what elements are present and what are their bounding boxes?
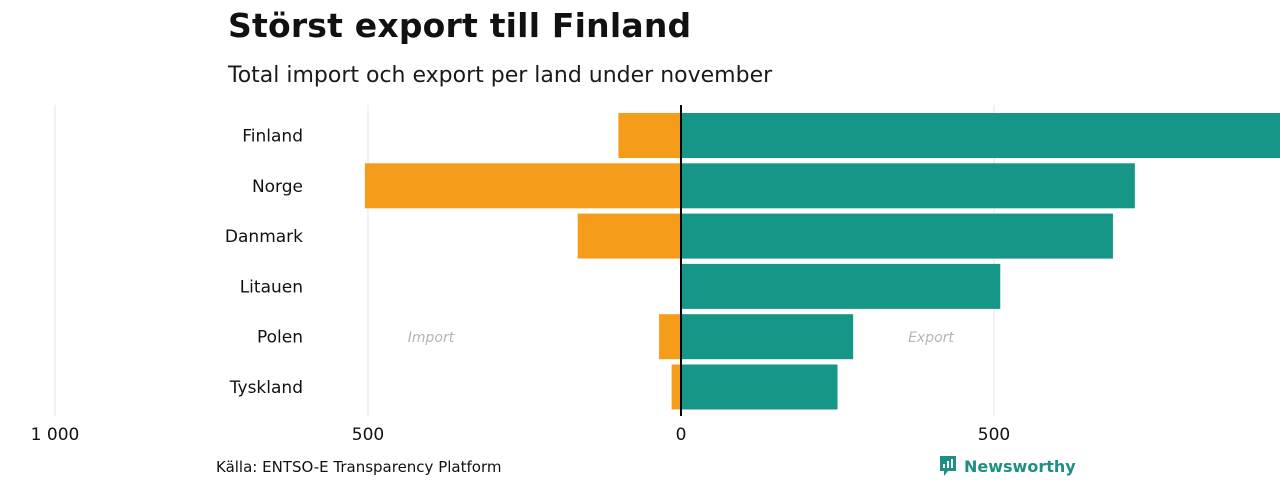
brand-name: Newsworthy <box>964 456 1076 476</box>
category-label-litauen: Litauen <box>240 277 303 297</box>
chart-subtitle: Total import och export per land under n… <box>228 63 773 88</box>
category-label-norge: Norge <box>252 177 303 197</box>
x-tick-label: 500 <box>978 425 1010 445</box>
category-label-tyskland: Tyskland <box>229 378 303 398</box>
x-tick-label: 500 <box>352 425 384 445</box>
chart-title: Störst export till Finland <box>228 6 692 45</box>
bar-import-finland <box>618 113 681 158</box>
category-labels: Finland Norge Danmark Litauen Polen Tyskland <box>225 127 303 399</box>
bar-export-norge <box>681 163 1135 209</box>
x-tick-label: 0 <box>676 425 687 445</box>
import-annotation: Import <box>408 330 455 346</box>
bar-export-tyskland <box>681 364 838 410</box>
bar-import-polen <box>659 314 681 360</box>
bar-import-danmark <box>577 213 681 259</box>
category-label-finland: Finland <box>242 127 303 147</box>
bar-export-finland <box>681 113 1280 158</box>
source-note: Källa: ENTSO-E Transparency Platform <box>216 458 502 476</box>
x-tick-labels: 1 00050005001 000 <box>31 425 1011 445</box>
export-annotation: Export <box>908 330 954 346</box>
category-label-polen: Polen <box>257 328 303 348</box>
bar-export-danmark <box>681 213 1113 259</box>
bar-export-polen <box>681 314 854 360</box>
bar-import-tyskland <box>671 364 681 410</box>
brand-logo: Newsworthy <box>938 455 1076 477</box>
newsworthy-logo-icon <box>940 456 956 476</box>
bar-import-norge <box>364 163 681 209</box>
bars <box>364 113 1280 410</box>
bar-export-litauen <box>681 263 1001 309</box>
category-label-danmark: Danmark <box>225 227 303 247</box>
x-tick-label: 1 000 <box>31 425 80 445</box>
